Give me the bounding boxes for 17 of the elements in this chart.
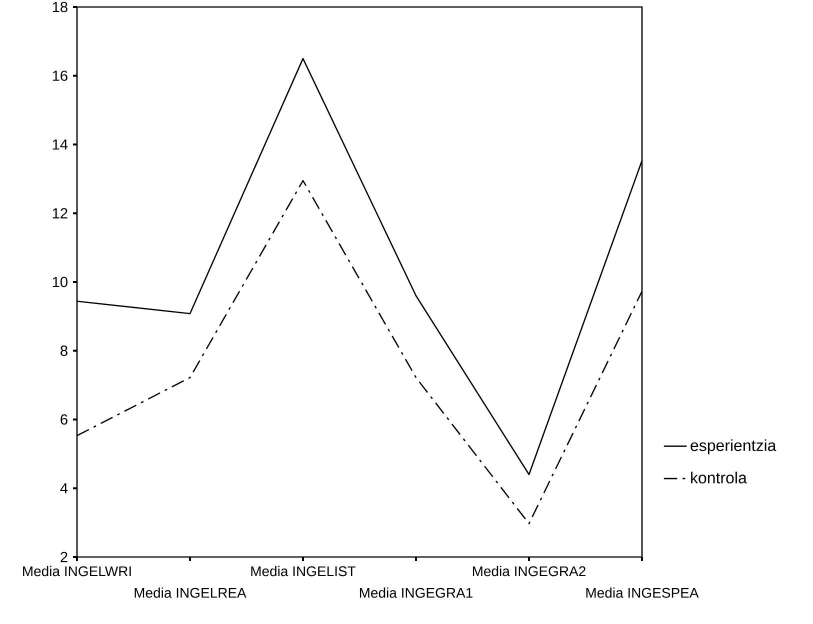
- x-tick-label: Media INGESPEA: [586, 588, 699, 598]
- x-tick-label: Media INGEGRA2: [472, 566, 586, 576]
- y-tick-label: 4: [60, 483, 68, 494]
- y-tick-label: 10: [52, 276, 68, 288]
- y-tick-label: 2: [60, 552, 68, 562]
- x-tick-label: Media INGELIST: [251, 566, 356, 576]
- x-tick-label: Media INGELREA: [134, 588, 246, 598]
- y-tick-label: 12: [52, 208, 68, 218]
- x-tick-label: Media INGELWRI: [23, 566, 131, 576]
- x-tick-label: Media INGEGRA1: [360, 588, 472, 598]
- legend-label: esperientzia: [690, 439, 776, 454]
- y-tick-label: 18: [52, 2, 68, 12]
- y-tick-label: 6: [60, 414, 68, 425]
- legend-label: kontrola: [691, 472, 747, 484]
- y-tick-label: 8: [60, 346, 68, 356]
- y-tick-label: 16: [52, 70, 68, 81]
- y-tick-label: 14: [52, 139, 68, 150]
